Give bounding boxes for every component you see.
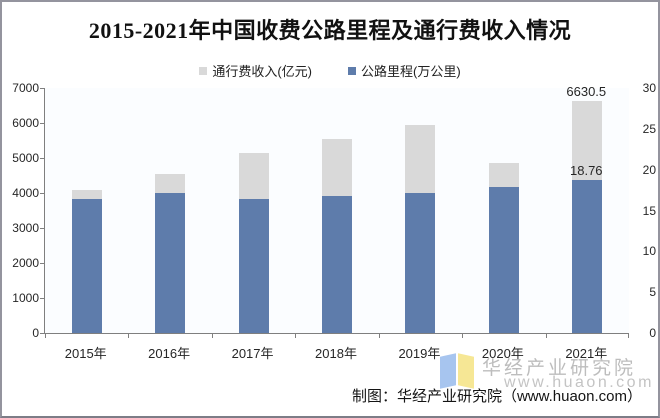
bar-road-mileage-2015年 (71, 198, 102, 333)
book-right-page (458, 353, 474, 389)
left-axis-tick (40, 87, 45, 89)
plot-area (40, 87, 629, 338)
left-axis-label: 3000 (12, 221, 39, 235)
bar-road-mileage-2018年 (322, 195, 352, 333)
x-axis-label-2017年: 2017年 (231, 346, 274, 361)
x-axis-tick (379, 333, 380, 338)
left-axis-tick (40, 157, 45, 159)
bar-road-mileage-2021年 (572, 179, 603, 333)
bar-road-mileage-2017年 (238, 199, 269, 333)
legend: 通行费收入(亿元) 公路里程(万公里) (2, 61, 658, 80)
legend-label-road-mileage: 公路里程(万公里) (361, 64, 461, 79)
left-axis-tick (40, 297, 45, 299)
x-axis-tick (462, 333, 463, 338)
x-axis-tick (628, 333, 629, 338)
left-axis-tick (40, 332, 45, 334)
right-axis-label: 30 (642, 81, 656, 95)
x-axis-label-2019年: 2019年 (398, 346, 441, 361)
bar-road-mileage-2019年 (405, 193, 436, 333)
left-axis-label: 5000 (12, 151, 39, 165)
x-axis-tick (295, 333, 296, 338)
x-axis-tick (546, 333, 547, 338)
left-axis-label: 1000 (12, 291, 39, 305)
book-left-page (440, 353, 456, 389)
x-axis-label-2018年: 2018年 (315, 346, 357, 361)
x-axis-tick (212, 333, 213, 338)
x-axis-tick (45, 333, 46, 338)
legend-swatch-toll-revenue (199, 66, 208, 75)
legend-item-toll-revenue: 通行费收入(亿元) (199, 61, 312, 80)
right-axis-label: 0 (649, 326, 656, 340)
right-axis-label: 10 (642, 244, 656, 259)
watermark-name: 华经产业研究院 (482, 358, 637, 379)
data-label-6630.5: 6630.5 (566, 83, 607, 99)
left-axis-label: 0 (32, 326, 39, 340)
x-axis-label-2021年: 2021年 (565, 346, 608, 361)
left-axis-tick (40, 227, 45, 229)
legend-label-toll-revenue: 通行费收入(亿元) (212, 64, 312, 79)
right-axis-label: 5 (649, 285, 656, 300)
right-axis-label: 15 (642, 203, 656, 218)
left-axis-tick (40, 262, 45, 264)
left-axis-label: 7000 (12, 81, 39, 95)
x-axis-tick (128, 333, 129, 338)
watermark-url: www.huaon.com (504, 374, 654, 391)
legend-swatch-road-mileage (348, 66, 356, 75)
credit-line: 制图：华经产业研究院（www.huaon.com） (351, 388, 642, 405)
legend-item-road-mileage: 公路里程(万公里) (348, 61, 461, 80)
left-axis-label: 6000 (12, 116, 39, 130)
right-axis-label: 20 (642, 162, 656, 177)
left-axis-label: 2000 (12, 256, 39, 270)
right-axis-label: 25 (642, 121, 656, 136)
left-axis-label: 4000 (12, 186, 39, 200)
left-axis-tick (40, 122, 45, 124)
left-axis-tick (40, 192, 45, 194)
chart-title: 2015-2021年中国收费公路里程及通行费收入情况 (88, 18, 572, 43)
bar-road-mileage-2020年 (488, 186, 519, 333)
x-axis-label-2020年: 2020年 (481, 346, 524, 361)
x-axis-label-2016年: 2016年 (148, 346, 191, 361)
data-label-18.76: 18.76 (570, 162, 603, 178)
x-axis-label-2015年: 2015年 (64, 346, 107, 361)
bar-road-mileage-2016年 (155, 193, 186, 333)
